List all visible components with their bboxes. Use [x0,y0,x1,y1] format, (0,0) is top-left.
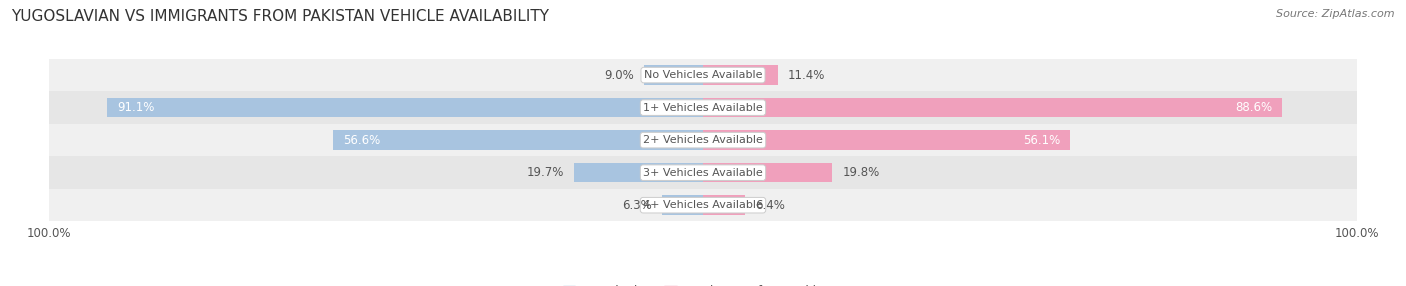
Text: No Vehicles Available: No Vehicles Available [644,70,762,80]
Text: 56.6%: 56.6% [343,134,380,147]
Text: 19.7%: 19.7% [527,166,564,179]
Text: 6.4%: 6.4% [755,199,785,212]
Bar [703,98,1282,117]
Legend: Yugoslavian, Immigrants from Pakistan: Yugoslavian, Immigrants from Pakistan [558,280,848,286]
Text: 3+ Vehicles Available: 3+ Vehicles Available [643,168,763,178]
Text: 11.4%: 11.4% [787,69,825,82]
Bar [49,189,1357,221]
Text: 9.0%: 9.0% [605,69,634,82]
Text: 19.8%: 19.8% [842,166,880,179]
Text: 1+ Vehicles Available: 1+ Vehicles Available [643,103,763,113]
Bar [703,130,1070,150]
Text: Source: ZipAtlas.com: Source: ZipAtlas.com [1277,9,1395,19]
Bar [703,163,832,182]
Bar [662,195,703,215]
Bar [703,195,745,215]
Text: 91.1%: 91.1% [117,101,155,114]
Text: 6.3%: 6.3% [623,199,652,212]
Bar [49,156,1357,189]
Bar [333,130,703,150]
Bar [574,163,703,182]
Bar [49,124,1357,156]
Text: YUGOSLAVIAN VS IMMIGRANTS FROM PAKISTAN VEHICLE AVAILABILITY: YUGOSLAVIAN VS IMMIGRANTS FROM PAKISTAN … [11,9,550,23]
Text: 56.1%: 56.1% [1022,134,1060,147]
Bar [49,91,1357,124]
Bar [644,65,703,85]
Bar [703,65,778,85]
Bar [107,98,703,117]
Text: 4+ Vehicles Available: 4+ Vehicles Available [643,200,763,210]
Text: 88.6%: 88.6% [1236,101,1272,114]
Text: 2+ Vehicles Available: 2+ Vehicles Available [643,135,763,145]
Bar [49,59,1357,91]
